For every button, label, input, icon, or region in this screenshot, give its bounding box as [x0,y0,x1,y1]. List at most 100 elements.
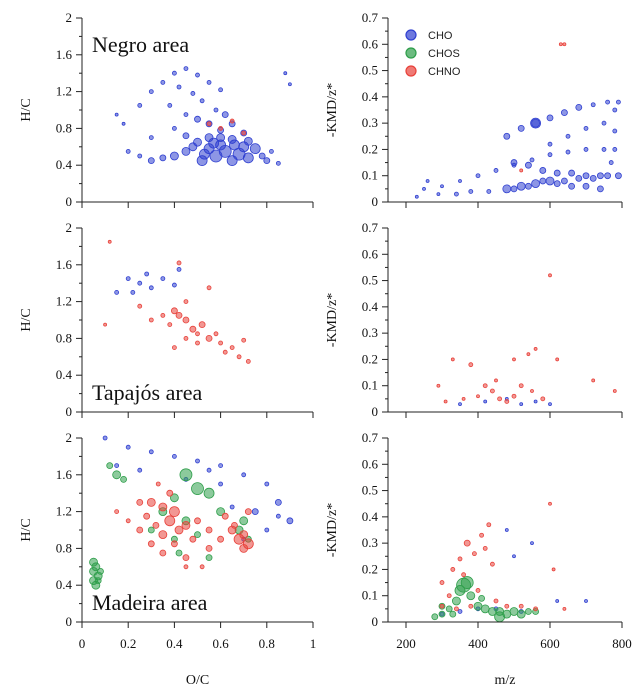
kmd-negro-point-CHO [486,189,492,194]
vk-madeira-point-CHNO [183,564,189,570]
vk-madeira-point-CHOS [216,507,226,517]
kmd-tapajos-y-tick-label: 0.1 [362,378,378,393]
vk-madeira-point-CHO [125,444,131,450]
kmd-tapajos-point-CHO [458,402,462,407]
kmd-tapajos-y-tick-label: 0.5 [362,273,378,288]
vk-negro-y-tick-label: 0.8 [56,120,72,135]
vk-madeira-point-CHNO [152,522,160,529]
legend-label-CHOS: CHOS [428,48,460,60]
kmd-tapajos-point-CHNO [436,383,441,388]
vk-madeira-point-CHO [218,481,224,487]
kmd-madeira-y-tick-label: 0.7 [362,430,379,445]
vk-madeira-point-CHNO [170,540,178,548]
kmd-tapajos-point-CHNO [548,273,552,278]
kmd-madeira-series-CHNO [439,501,567,612]
kmd-tapajos-point-CHNO [476,394,480,399]
kmd-negro-point-CHO [553,169,561,177]
kmd-madeira-point-CHNO [468,603,474,609]
kmd-negro-y-tick-label: 0.2 [362,141,378,156]
kmd-tapajos-point-CHNO [443,399,448,404]
vk-madeira-point-CHOS [194,531,201,538]
vk-negro-axes [76,17,314,208]
vk-tapajos-y-label: H/C [19,308,34,331]
kmd-negro-point-CHO [612,147,618,152]
kmd-tapajos-point-CHNO [540,396,546,402]
kmd-madeira-point-CHO [555,599,560,603]
vk-negro-point-CHO [148,89,154,94]
vk-madeira-x-tick-label: 1 [310,636,317,651]
vk-negro-point-CHO [167,103,173,108]
vk-negro-point-CHO [199,148,210,160]
kmd-negro-y-tick-label: 0.3 [362,115,378,130]
vk-madeira-point-CHNO [217,535,225,543]
kmd-negro-point-CHO [615,172,622,180]
vk-madeira-point-CHO [264,527,270,533]
kmd-madeira-point-CHNO [489,561,495,567]
kmd-madeira-point-CHO [584,599,588,603]
vk-madeira-point-CHOS [147,526,155,534]
vk-tapajos-point-CHNO [170,307,178,315]
vk-tapajos-point-CHNO [241,337,247,343]
kmd-negro-point-CHO [539,167,547,174]
kmd-negro-point-CHO [539,177,547,185]
kmd-negro-point-CHO [565,149,571,155]
vk-madeira-point-CHNO [158,530,168,539]
vk-madeira-point-CHOS [205,554,213,561]
vk-madeira-point-CHNO [164,515,176,527]
kmd-tapajos-point-CHNO [591,378,596,383]
legend: CHO CHOS CHNO [405,29,461,78]
vk-negro-point-CHO [121,121,126,126]
vk-madeira-point-CHNO [181,521,191,530]
kmd-negro-point-CHO [440,184,444,189]
vk-madeira-point-CHNO [125,518,131,524]
vk-madeira-point-CHNO [221,512,229,520]
vk-tapajos-point-CHNO [183,299,189,305]
vk-tapajos-point-CHNO [107,239,112,244]
vk-madeira-point-CHOS [239,516,249,526]
vk-tapajos-point-CHNO [245,358,251,364]
vk-tapajos-axes [76,227,314,418]
kmd-negro-series-CHNO [519,42,567,173]
kmd-madeira-y-tick-label: 0.3 [362,535,378,550]
vk-tapajos-series-CHNO [103,239,251,364]
kmd-tapajos-point-CHNO [504,399,510,404]
kmd-madeira-y-tick-label: 0 [372,614,379,629]
legend-label-CHO: CHO [428,30,453,42]
kmd-tapajos-y-tick-label: 0.2 [362,351,378,366]
kmd-negro-point-CHO [529,157,535,163]
kmd-madeira-point-CHNO [450,567,456,572]
vk-tapajos-point-CHO [125,276,131,282]
vk-madeira-point-CHOS [191,482,204,496]
vk-negro-point-CHO [194,115,201,123]
vk-madeira-point-CHOS [97,568,104,575]
vk-negro-series-CHO [114,66,292,167]
vk-negro-point-CHO [148,135,154,141]
kmd-negro-point-CHO [616,99,621,105]
kmd-tapajos-series-CHNO [436,273,617,404]
kmd-negro-point-CHO [565,133,571,139]
vk-madeira-x-tick-label: 0.6 [212,636,229,651]
vk-madeira-y-tick-label: 0.4 [56,577,73,592]
kmd-madeira-point-CHOS [473,601,483,611]
kmd-madeira-point-CHNO [562,606,567,611]
vk-tapajos-point-CHNO [171,345,177,351]
kmd-tapajos-point-CHNO [461,396,466,401]
vk-madeira-point-CHOS [120,475,127,483]
kmd-madeira-y-tick-label: 0.6 [362,456,379,471]
kmd-madeira-point-CHOS [478,594,486,602]
vk-negro-y-tick-label: 0.4 [56,157,73,172]
kmd-madeira-y-tick-label: 0.2 [362,561,378,576]
vk-madeira-point-CHOS [175,549,183,557]
vk-negro-point-CHO [242,152,254,164]
kmd-negro-point-CHO [553,180,561,188]
vk-negro-point-CHO [176,84,182,90]
kmd-madeira-point-CHO [530,541,534,546]
legend-label-CHNO: CHNO [428,66,461,78]
vk-negro-y-label: H/C [19,98,34,121]
vk-madeira-point-CHO [137,467,143,473]
kmd-madeira-point-CHOS [516,609,526,619]
vk-negro-y-tick-label: 1.2 [56,84,72,99]
vk-tapajos-point-CHO [148,285,154,291]
kmd-tapajos-point-CHNO [530,389,534,393]
vk-negro-point-CHO [249,143,261,155]
